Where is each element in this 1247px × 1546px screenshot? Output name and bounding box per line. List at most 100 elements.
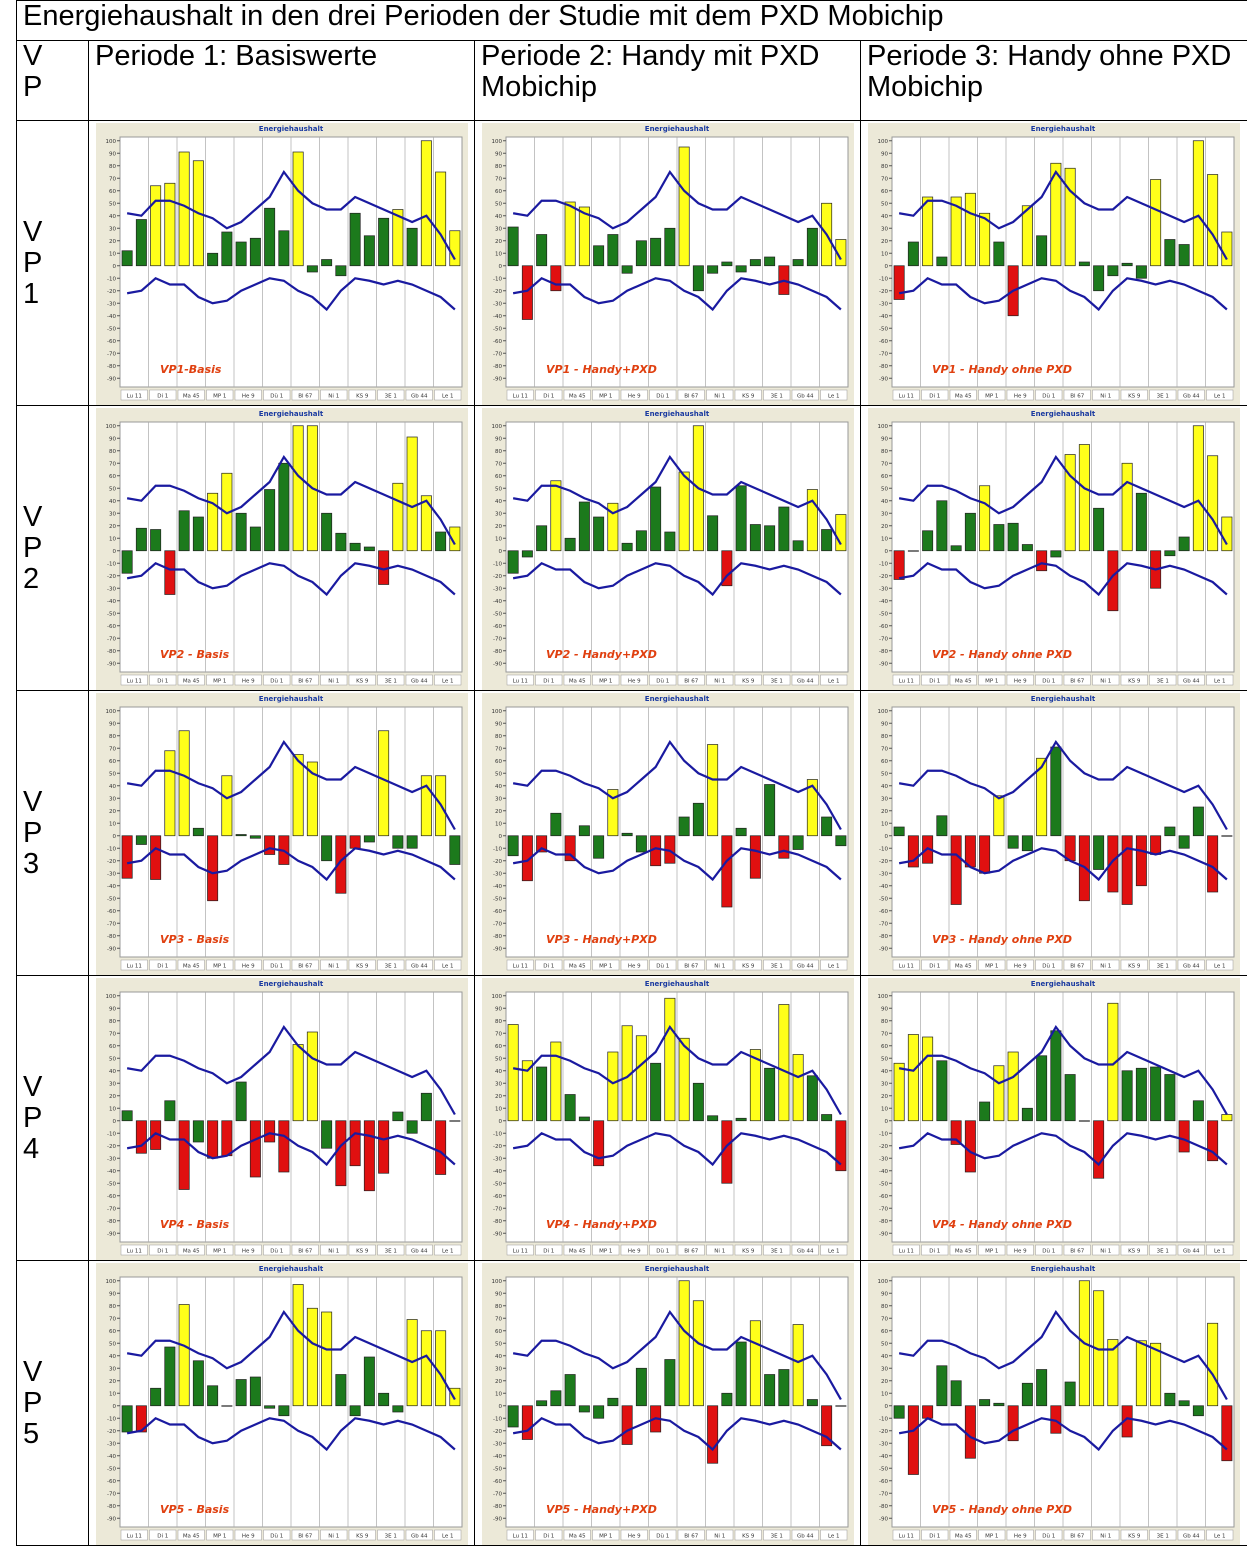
y-tick-label: 20: [109, 239, 116, 245]
bar: [1022, 545, 1032, 551]
x-tick-label: KS 9: [356, 964, 369, 970]
x-tick-label: Ni 1: [1100, 394, 1111, 400]
bar: [136, 220, 146, 266]
y-tick-label: 80: [881, 1304, 888, 1310]
chart-label: VP4 - Basis: [160, 1218, 230, 1231]
bar: [1051, 1031, 1061, 1121]
y-tick-label: -60: [493, 624, 502, 630]
y-tick-label: -90: [493, 1516, 502, 1522]
y-tick-label: 40: [881, 1069, 888, 1075]
y-tick-label: 0: [112, 264, 116, 270]
bar: [150, 186, 160, 266]
chart-label: VP4 - Handy ohne PXD: [932, 1218, 1072, 1231]
bar: [564, 202, 574, 266]
bar: [536, 1067, 546, 1121]
bar: [406, 228, 416, 266]
y-tick-label: 100: [491, 1279, 502, 1285]
bar: [1051, 551, 1061, 557]
bar: [965, 1406, 975, 1459]
y-tick-label: 90: [495, 436, 502, 442]
x-tick-label: MP 1: [985, 1534, 998, 1540]
x-tick-label: 3E 1: [384, 1249, 396, 1255]
x-tick-label: Bl 67: [684, 1249, 699, 1255]
x-tick-label: Lu 11: [512, 394, 527, 400]
bar: [1136, 1068, 1146, 1121]
bar: [1122, 836, 1132, 905]
chart: Energiehaushalt1009080706050403020100-10…: [96, 978, 468, 1260]
y-tick-label: 50: [109, 771, 116, 777]
bar: [449, 231, 459, 266]
x-tick-label: Dü 1: [1042, 679, 1055, 685]
x-tick-label: He 9: [241, 1249, 254, 1255]
x-tick-label: Gb 44: [797, 964, 814, 970]
y-tick-label: 90: [109, 151, 116, 157]
bar: [507, 1025, 517, 1121]
chart: Energiehaushalt1009080706050403020100-10…: [868, 123, 1240, 405]
y-tick-label: -40: [879, 314, 888, 320]
y-tick-label: -40: [879, 1169, 888, 1175]
bar: [1122, 1071, 1132, 1121]
y-tick-label: 30: [109, 1081, 116, 1087]
y-tick-label: 100: [491, 994, 502, 1000]
y-tick-label: 80: [109, 734, 116, 740]
x-tick-label: Le 1: [1214, 1249, 1226, 1255]
x-tick-label: MP 1: [599, 679, 612, 685]
bar: [278, 463, 288, 551]
y-tick-label: 70: [881, 1031, 888, 1037]
bar: [564, 1095, 574, 1121]
bar: [994, 1403, 1004, 1406]
y-tick-label: 10: [495, 1106, 502, 1112]
bar: [164, 751, 174, 836]
bar: [894, 827, 904, 836]
y-tick-label: 50: [881, 486, 888, 492]
x-tick-label: He 9: [1014, 1534, 1027, 1540]
bar: [378, 731, 388, 836]
y-tick-label: -50: [493, 326, 502, 332]
bar: [1193, 1406, 1203, 1416]
y-tick-label: 100: [105, 994, 116, 1000]
y-tick-label: 30: [495, 511, 502, 517]
y-tick-label: 40: [495, 214, 502, 220]
bar: [1222, 232, 1232, 266]
bar: [1065, 455, 1075, 551]
y-tick-label: 0: [498, 834, 502, 840]
bar: [121, 551, 131, 574]
y-tick-label: -90: [107, 1231, 116, 1237]
bar: [406, 836, 416, 849]
bar: [221, 1121, 231, 1156]
x-tick-label: Ni 1: [328, 679, 339, 685]
bar: [178, 1305, 188, 1406]
y-tick-label: -20: [107, 859, 116, 865]
vp-cell: VP5: [17, 1261, 89, 1546]
bar: [349, 1121, 359, 1166]
y-tick-label: 0: [498, 1119, 502, 1125]
bar: [664, 1360, 674, 1406]
study-table: Energiehaushalt in den drei Perioden der…: [16, 0, 1247, 1546]
bar: [207, 253, 217, 266]
bar: [421, 1331, 431, 1406]
bar: [792, 541, 802, 551]
y-tick-label: 20: [109, 809, 116, 815]
x-tick-label: Ma 45: [955, 964, 972, 970]
y-tick-label: -50: [879, 611, 888, 617]
bar: [136, 1121, 146, 1154]
bar: [1065, 168, 1075, 266]
bar: [507, 836, 517, 856]
bar: [951, 1381, 961, 1406]
bar: [778, 836, 788, 859]
x-tick-label: MP 1: [213, 394, 226, 400]
x-tick-label: MP 1: [985, 1249, 998, 1255]
x-tick-label: Bl 67: [684, 964, 699, 970]
y-tick-label: 100: [878, 994, 889, 1000]
x-tick-label: Ma 45: [955, 394, 972, 400]
bar: [121, 251, 131, 266]
y-tick-label: -40: [493, 1454, 502, 1460]
bar: [1222, 517, 1232, 551]
y-tick-label: -20: [107, 574, 116, 580]
bar: [951, 546, 961, 551]
y-tick-label: 80: [495, 164, 502, 170]
bar: [593, 1406, 603, 1419]
x-tick-label: Dü 1: [656, 394, 669, 400]
